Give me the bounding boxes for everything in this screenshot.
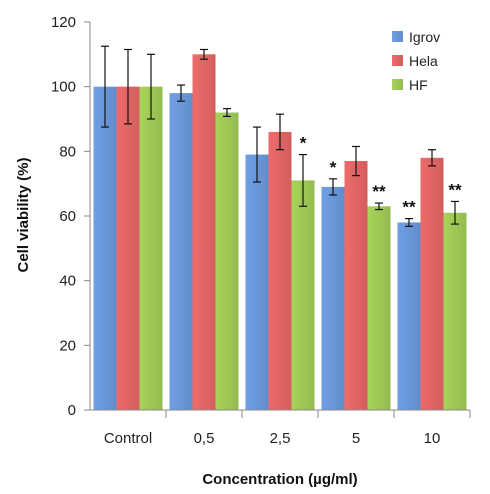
axes-layer — [84, 21, 471, 418]
bar-hf-10 — [443, 212, 467, 410]
significance-hf-5: ** — [372, 182, 386, 201]
error-bar-hela-0-5 — [200, 48, 208, 60]
bar-igrov-control — [93, 86, 117, 411]
x-axis-title: Concentration (µg/ml) — [202, 471, 357, 488]
error-bar-hela-10 — [428, 149, 436, 167]
bar-hela-2-5 — [268, 131, 292, 410]
error-bar-hf-5 — [375, 202, 383, 211]
error-bar-hf-control — [147, 53, 155, 120]
x-tick-label-control: Control — [104, 430, 152, 447]
significance-igrov-5: * — [330, 158, 337, 177]
y-tick-label-100: 100 — [51, 79, 76, 96]
significance-hf-10: ** — [448, 180, 462, 199]
bar-hela-0-5 — [192, 54, 216, 410]
error-bar-hela-5 — [352, 145, 360, 177]
y-tick-label-20: 20 — [59, 337, 76, 354]
bar-hf-control — [139, 86, 163, 411]
y-tick-label-80: 80 — [59, 143, 76, 160]
error-bar-igrov-0-5 — [177, 84, 185, 102]
error-bar-igrov-10 — [405, 217, 413, 227]
bar-igrov-2-5 — [245, 154, 269, 410]
y-tick-label-40: 40 — [59, 273, 76, 290]
x-tick-label-5: 5 — [352, 430, 360, 447]
bar-hf-5 — [367, 206, 391, 410]
x-tick-label-2-5: 2,5 — [270, 430, 291, 447]
legend-swatch-hela — [392, 55, 403, 66]
bar-igrov-0-5 — [169, 93, 193, 410]
bars-layer — [93, 45, 467, 411]
y-tick-label-0: 0 — [68, 402, 76, 419]
bar-hela-5 — [344, 161, 368, 410]
legend-swatch-hf — [392, 79, 403, 90]
error-bar-hela-control — [124, 48, 132, 125]
legend-label-igrov: Igrov — [409, 29, 440, 45]
bar-hela-control — [116, 86, 140, 411]
error-bar-igrov-2-5 — [253, 126, 261, 183]
bar-hela-10 — [420, 157, 444, 410]
error-bar-hela-2-5 — [276, 113, 284, 151]
x-tick-label-10: 10 — [424, 430, 441, 447]
significance-hf-2-5: * — [300, 134, 307, 153]
error-bar-hf-0-5 — [223, 108, 231, 118]
error-bar-hf-2-5 — [299, 153, 307, 207]
legend-label-hf: HF — [409, 77, 428, 93]
y-tick-label-60: 60 — [59, 208, 76, 225]
y-axis-title: Cell viability (%) — [15, 157, 32, 272]
x-tick-label-0-5: 0,5 — [194, 430, 215, 447]
error-bar-igrov-control — [101, 45, 109, 128]
error-bar-igrov-5 — [329, 178, 337, 196]
significance-igrov-10: ** — [402, 198, 416, 217]
bar-hf-2-5 — [291, 180, 315, 410]
error-bar-hf-10 — [451, 200, 459, 225]
legend-swatch-igrov — [392, 31, 403, 42]
bar-igrov-5 — [321, 186, 345, 410]
legend: Igrov Hela HF — [392, 29, 440, 93]
y-tick-label-120: 120 — [51, 14, 76, 31]
bar-igrov-10 — [397, 222, 421, 410]
legend-label-hela: Hela — [409, 53, 438, 69]
bar-hf-0-5 — [215, 112, 239, 411]
